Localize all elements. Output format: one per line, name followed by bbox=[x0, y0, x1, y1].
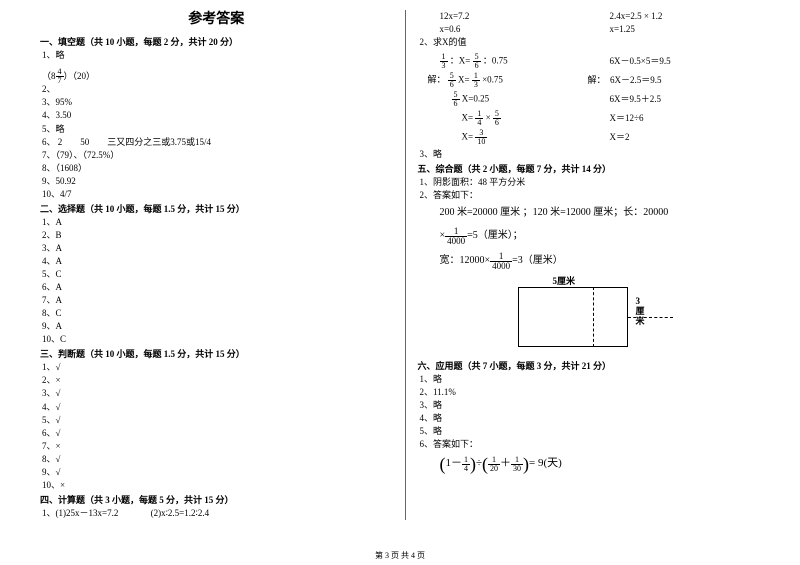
eq1r: 6X－0.5×5＝9.5 bbox=[610, 55, 771, 68]
s1-i10: 10、4/7 bbox=[42, 188, 393, 201]
s6-1: 1、略 bbox=[420, 373, 771, 386]
eq3: 56 X=0.25 6X＝9.5＋2.5 bbox=[440, 91, 771, 108]
top-row1: 12x=7.2 2.4x=2.5 × 1.2 bbox=[440, 10, 771, 23]
eq2pre: 解： bbox=[428, 75, 446, 85]
s1-i5: 5、略 bbox=[42, 123, 393, 136]
s2-6: 6、A bbox=[42, 281, 393, 294]
tr2a: x=0.6 bbox=[440, 23, 610, 36]
diagram-label-right: 3厘米 bbox=[636, 297, 648, 327]
fraction: 14 bbox=[475, 110, 483, 127]
s4-1a: 1、(1)25x－13x=7.2 bbox=[42, 508, 118, 518]
s3-6: 6、√ bbox=[42, 427, 393, 440]
right-column: 12x=7.2 2.4x=2.5 × 1.2 x=0.6 x=1.25 2、求X… bbox=[405, 10, 771, 520]
s5-1: 1、阴影面积：48 平方分米 bbox=[420, 176, 771, 189]
s1-i2-after: ）（20） bbox=[64, 70, 96, 83]
s1-i8: 8、（1608） bbox=[42, 162, 393, 175]
diagram-dash-h bbox=[628, 317, 673, 318]
s3-5: 5、√ bbox=[42, 414, 393, 427]
s2-5: 5、C bbox=[42, 268, 393, 281]
q3: 3、略 bbox=[420, 148, 771, 161]
eq1: 13 ：X= 56 ：0.75 6X－0.5×5＝9.5 bbox=[440, 53, 771, 70]
s3-4: 4、√ bbox=[42, 401, 393, 414]
s6-6: 6、答案如下： bbox=[420, 438, 771, 451]
s2-10: 10、C bbox=[42, 333, 393, 346]
s2-2: 2、B bbox=[42, 229, 393, 242]
diagram-rect bbox=[518, 287, 628, 347]
page-title: 参考答案 bbox=[40, 10, 393, 30]
fraction: 13 bbox=[472, 72, 480, 89]
fraction: 56 bbox=[448, 72, 456, 89]
eq5: X= 310 X＝2 bbox=[440, 129, 771, 146]
s5-line2: × 14000 =5（厘米）； bbox=[440, 227, 771, 246]
s2-7: 7、A bbox=[42, 294, 393, 307]
q2: 2、求X的值 bbox=[420, 36, 771, 49]
s1-i7: 7、（79）、（72.5%） bbox=[42, 149, 393, 162]
section-4-head: 四、计算题（共 3 小题，每题 5 分，共计 15 分） bbox=[40, 494, 393, 507]
s2-1: 1、A bbox=[42, 216, 393, 229]
eq5r: X＝2 bbox=[610, 131, 771, 144]
eq4: X= 14 × 56 X＝12÷6 bbox=[440, 110, 771, 127]
s3-1: 1、√ bbox=[42, 361, 393, 374]
paren-icon: ) bbox=[470, 455, 476, 473]
s3-7: 7、× bbox=[42, 440, 393, 453]
fraction: 4 7 bbox=[56, 68, 64, 85]
section-6-head: 六、应用题（共 7 小题，每题 3 分，共计 21 分） bbox=[418, 360, 771, 373]
eq2r: 解： 6X－2.5＝9.5 bbox=[588, 74, 771, 87]
s1-i6: 6、 2 50 三又四分之三或3.75或15/4 bbox=[42, 136, 393, 149]
s2-4: 4、A bbox=[42, 255, 393, 268]
s6-3: 3、略 bbox=[420, 399, 771, 412]
fraction: 56 bbox=[452, 91, 460, 108]
s3-8: 8、√ bbox=[42, 453, 393, 466]
s3-2: 2、× bbox=[42, 374, 393, 387]
top-row2: x=0.6 x=1.25 bbox=[440, 23, 771, 36]
eq2: 解： 56 X= 13 ×0.75 解： 6X－2.5＝9.5 bbox=[418, 72, 771, 89]
section-5-head: 五、综合题（共 2 小题，每题 7 分，共计 14 分） bbox=[418, 163, 771, 176]
s2-9: 9、A bbox=[42, 320, 393, 333]
s6-final: ( 1－14 ) ÷ ( 120 ＋ 130 ) = 9(天) bbox=[440, 455, 771, 473]
s4-1: 1、(1)25x－13x=7.2 (2)x∶2.5=1.2∶2.4 bbox=[42, 507, 393, 520]
paren-icon: ( bbox=[440, 455, 446, 473]
s3-10: 10、× bbox=[42, 479, 393, 492]
s1-i2-pre: （8 bbox=[42, 70, 56, 83]
s6-4: 4、略 bbox=[420, 412, 771, 425]
s4-1b: (2)x∶2.5=1.2∶2.4 bbox=[151, 508, 210, 518]
section-1-head: 一、填空题（共 10 小题，每题 2 分，共计 20 分） bbox=[40, 36, 393, 49]
fraction: 13 bbox=[440, 53, 448, 70]
fraction: 120 bbox=[488, 456, 500, 473]
page-footer: 第 3 页 共 4 页 bbox=[0, 550, 800, 561]
s1-i1: 1、略 bbox=[42, 49, 393, 62]
eq3r: 6X＝9.5＋2.5 bbox=[610, 93, 771, 106]
section-2-head: 二、选择题（共 10 小题，每题 1.5 分，共计 15 分） bbox=[40, 203, 393, 216]
scale-diagram: 5厘米 3厘米 bbox=[498, 277, 658, 352]
fraction: 14000 bbox=[445, 227, 467, 246]
tr1a: 12x=7.2 bbox=[440, 10, 610, 23]
s2-3: 3、A bbox=[42, 242, 393, 255]
fraction: 14000 bbox=[490, 252, 512, 271]
s1-i3: 3、95% bbox=[42, 96, 393, 109]
fraction: 310 bbox=[475, 129, 487, 146]
fraction: 56 bbox=[473, 53, 481, 70]
s2-8: 8、C bbox=[42, 307, 393, 320]
left-column: 参考答案 一、填空题（共 10 小题，每题 2 分，共计 20 分） 1、略 （… bbox=[40, 10, 405, 520]
s1-i4: 4、3.50 bbox=[42, 109, 393, 122]
eq4r: X＝12÷6 bbox=[610, 112, 771, 125]
s5-line1: 200 米=20000 厘米 ；120 米=12000 厘米；长：20000 bbox=[440, 206, 771, 221]
fraction: 130 bbox=[511, 456, 523, 473]
s1-i9: 9、50.92 bbox=[42, 175, 393, 188]
fraction: 14 bbox=[462, 456, 470, 473]
section-3-head: 三、判断题（共 10 小题，每题 1.5 分，共计 15 分） bbox=[40, 348, 393, 361]
s3-9: 9、√ bbox=[42, 466, 393, 479]
s3-3: 3、√ bbox=[42, 387, 393, 400]
tr2b: x=1.25 bbox=[610, 23, 771, 36]
fraction: 56 bbox=[493, 110, 501, 127]
tr1b: 2.4x=2.5 × 1.2 bbox=[610, 10, 771, 23]
s6-5: 5、略 bbox=[420, 425, 771, 438]
diagram-dash-v bbox=[593, 287, 594, 347]
s6-2: 2、11.1% bbox=[420, 386, 771, 399]
s5-line3: 宽：12000× 14000 =3（厘米） bbox=[440, 252, 771, 271]
s5-2: 2、答案如下： bbox=[420, 189, 771, 202]
